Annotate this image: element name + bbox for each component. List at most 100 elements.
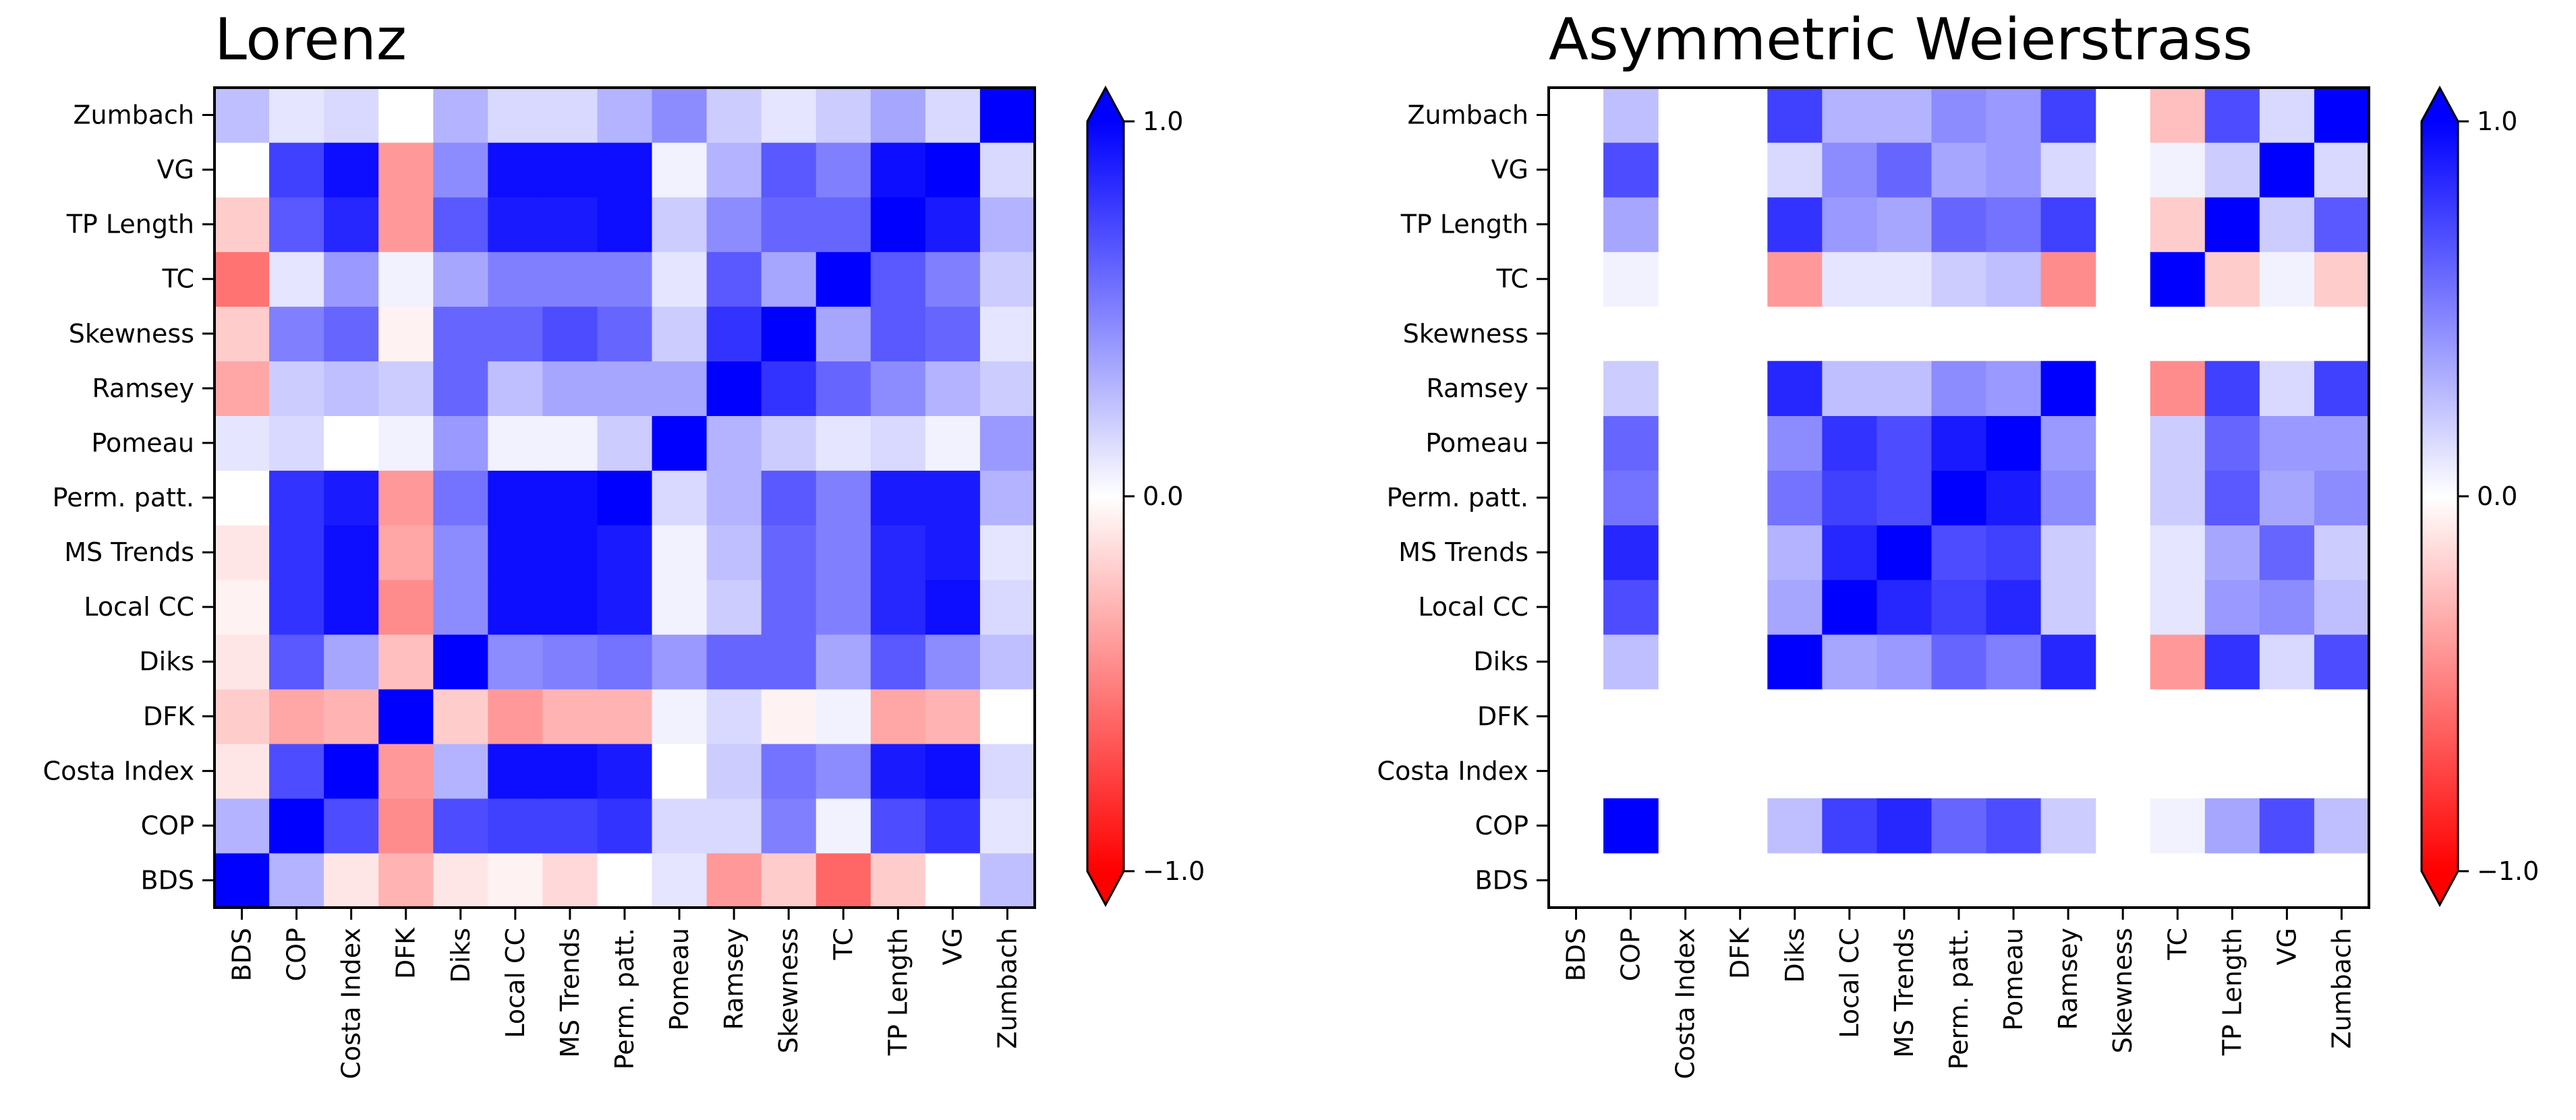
heatmap-cell bbox=[1767, 525, 1823, 581]
heatmap-cell bbox=[214, 415, 270, 471]
heatmap-cell bbox=[1877, 142, 1933, 198]
heatmap-cell bbox=[1931, 142, 1987, 198]
heatmap-cell bbox=[324, 470, 379, 526]
heatmap-cell bbox=[652, 88, 708, 143]
heatmap-cell bbox=[1986, 142, 2042, 198]
heatmap-cells bbox=[214, 88, 1035, 908]
heatmap-cell bbox=[269, 252, 324, 307]
heatmap-cell bbox=[925, 361, 981, 416]
x-tick-label: Local CC bbox=[500, 928, 530, 1038]
heatmap-cell bbox=[870, 798, 926, 854]
heatmap-cell bbox=[597, 525, 653, 581]
heatmap-cell bbox=[979, 634, 1035, 690]
heatmap-cell bbox=[652, 579, 708, 635]
heatmap-cell bbox=[378, 142, 434, 198]
heatmap-cell bbox=[269, 634, 324, 690]
heatmap-cell bbox=[925, 142, 981, 198]
heatmap-cell bbox=[542, 470, 598, 526]
heatmap-cell bbox=[652, 852, 708, 908]
heatmap-cell bbox=[2204, 361, 2260, 416]
heatmap-cell bbox=[214, 88, 270, 143]
heatmap-cell bbox=[2314, 415, 2370, 471]
y-tick-label: Diks bbox=[139, 647, 194, 676]
heatmap-cell bbox=[2259, 142, 2315, 198]
heatmap-cell bbox=[1822, 415, 1877, 471]
x-tick-label: Pomeau bbox=[1999, 928, 2028, 1031]
heatmap-cell bbox=[488, 852, 543, 908]
heatmap-cell bbox=[597, 361, 653, 416]
heatmap-cell bbox=[761, 743, 817, 799]
x-tick-label: Diks bbox=[446, 928, 476, 983]
y-tick-label: Perm. patt. bbox=[1387, 483, 1528, 512]
heatmap-cell bbox=[925, 415, 981, 471]
heatmap-cell bbox=[1877, 197, 1933, 252]
colorbar-extend-max bbox=[2422, 88, 2458, 121]
y-tick-label: VG bbox=[1491, 155, 1528, 185]
heatmap-cell bbox=[433, 415, 488, 471]
heatmap-cell bbox=[706, 415, 762, 471]
heatmap-cell bbox=[433, 470, 488, 526]
heatmap-cell bbox=[2150, 361, 2206, 416]
heatmap-cell bbox=[269, 415, 324, 471]
heatmap-cell bbox=[815, 525, 871, 581]
colorbar-extend-min bbox=[1087, 871, 1124, 905]
heatmap-cell bbox=[652, 470, 708, 526]
heatmap-cell bbox=[2259, 252, 2315, 307]
heatmap-cell bbox=[706, 197, 762, 252]
heatmap-cell bbox=[1877, 470, 1933, 526]
heatmap-cell bbox=[2040, 197, 2096, 252]
heatmap-cell bbox=[488, 252, 543, 307]
x-tick-label: Pomeau bbox=[664, 928, 694, 1031]
heatmap-cell bbox=[2150, 88, 2206, 143]
x-tick-label: Costa Index bbox=[337, 928, 366, 1079]
y-tick-label: Costa Index bbox=[43, 756, 194, 786]
heatmap-cell bbox=[2204, 579, 2260, 635]
colorbar-tick-label: 1.0 bbox=[1143, 107, 1183, 136]
heatmap-cell bbox=[815, 688, 871, 744]
heatmap-cell bbox=[1931, 525, 1987, 581]
heatmap-cell bbox=[1767, 361, 1823, 416]
heatmap-cell bbox=[324, 252, 379, 307]
x-tick-label: Zumbach bbox=[992, 928, 1022, 1049]
x-tick-label: COP bbox=[1616, 928, 1646, 981]
heatmap-cell bbox=[2259, 579, 2315, 635]
heatmap-cell bbox=[870, 525, 926, 581]
heatmap-cell bbox=[1603, 361, 1659, 416]
x-tick-label: DFK bbox=[391, 927, 421, 979]
heatmap-cell bbox=[925, 252, 981, 307]
heatmap-cell bbox=[433, 525, 488, 581]
heatmap-cell bbox=[433, 252, 488, 307]
heatmap-cell bbox=[324, 688, 379, 744]
heatmap-cell bbox=[706, 525, 762, 581]
heatmap-cell bbox=[706, 852, 762, 908]
heatmap-cell bbox=[979, 852, 1035, 908]
heatmap-cell bbox=[815, 579, 871, 635]
heatmap-cell bbox=[488, 798, 543, 854]
y-axis: BDS COP Costa Index DFK Diks Local CC MS Trend… bbox=[43, 100, 214, 895]
heatmap-cell bbox=[1986, 525, 2042, 581]
heatmap-cell bbox=[1767, 470, 1823, 526]
colorbar-tick-label: −1.0 bbox=[2477, 856, 2539, 886]
heatmap-cell bbox=[214, 142, 270, 198]
y-tick-label: Skewness bbox=[1403, 319, 1528, 349]
heatmap-cell bbox=[925, 88, 981, 143]
heatmap-cell bbox=[1822, 470, 1877, 526]
y-tick-label: Local CC bbox=[84, 592, 194, 622]
x-tick-label: COP bbox=[282, 928, 312, 981]
heatmap-cell bbox=[542, 306, 598, 361]
heatmap-cell bbox=[269, 579, 324, 635]
heatmap-cell bbox=[2040, 142, 2096, 198]
heatmap-cell bbox=[214, 634, 270, 690]
heatmap-cell bbox=[1877, 252, 1933, 307]
heatmap-cell bbox=[870, 361, 926, 416]
heatmap-cell bbox=[1877, 361, 1933, 416]
heatmap-cell bbox=[597, 634, 653, 690]
heatmap-cell bbox=[1603, 525, 1659, 581]
heatmap-cell bbox=[378, 688, 434, 744]
x-tick-label: MS Trends bbox=[555, 928, 585, 1058]
heatmap-cell bbox=[706, 798, 762, 854]
heatmap-cell bbox=[979, 525, 1035, 581]
y-tick-label: Skewness bbox=[69, 319, 194, 349]
heatmap-cell bbox=[1822, 252, 1877, 307]
heatmap-cell bbox=[269, 306, 324, 361]
